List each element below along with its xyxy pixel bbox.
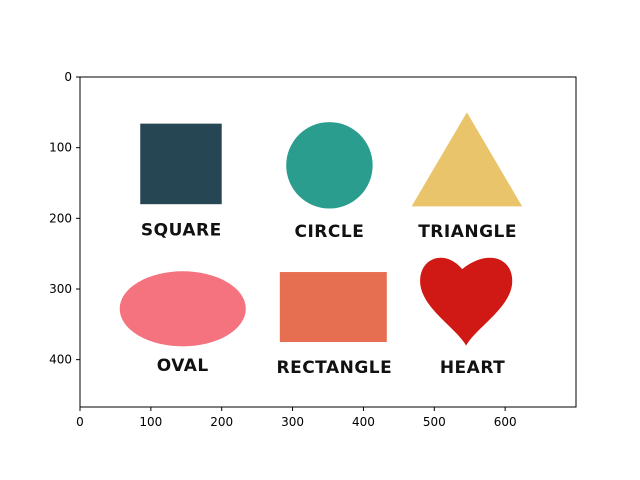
triangle-label: TRIANGLE	[418, 222, 517, 242]
axes: 0 100 200 300 400 500 600 0 100 200 300 400	[49, 70, 577, 429]
axes-frame	[79, 76, 577, 408]
x-tick-label: 0	[76, 415, 84, 429]
x-tick-label: 200	[210, 415, 233, 429]
square-shape	[140, 123, 222, 205]
rectangle-shape	[279, 272, 387, 342]
y-tick-label: 400	[49, 353, 72, 367]
heart-label: HEART	[440, 358, 505, 378]
triangle-shape	[411, 112, 523, 207]
x-tick-label: 500	[423, 415, 446, 429]
rectangle-label: RECTANGLE	[277, 358, 393, 378]
x-tick-label: 400	[352, 415, 375, 429]
labels-layer: SQUARE CIRCLE TRIANGLE OVAL RECTANGLE HEART	[141, 220, 517, 378]
y-tick-label: 100	[49, 141, 72, 155]
x-tick-label: 100	[139, 415, 162, 429]
y-tick-label: 300	[49, 282, 72, 296]
x-tick-label: 300	[281, 415, 304, 429]
x-tick-label: 600	[494, 415, 517, 429]
circle-shape	[286, 122, 373, 209]
heart-shape	[420, 257, 513, 346]
circle-label: CIRCLE	[295, 222, 365, 242]
square-label: SQUARE	[141, 220, 222, 240]
oval-shape	[119, 271, 246, 347]
oval-label: OVAL	[157, 356, 209, 376]
y-tick-label: 200	[49, 211, 72, 225]
y-tick-label: 0	[64, 70, 72, 84]
shapes-layer	[119, 112, 523, 347]
